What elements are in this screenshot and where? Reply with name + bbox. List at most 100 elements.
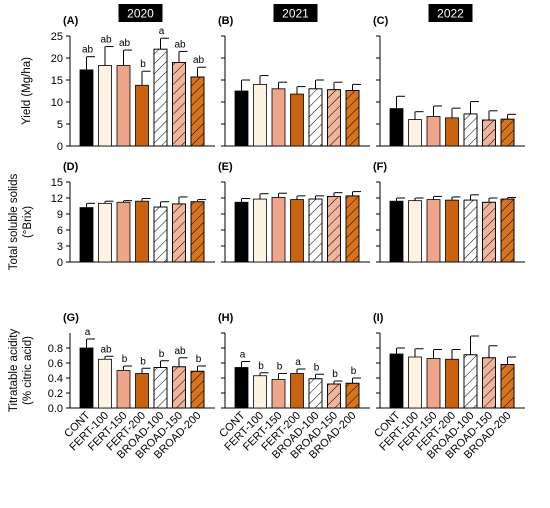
y-axis-title: Yield (Mg/ha) [21,57,33,125]
significance-letter: ab [100,35,112,46]
year-header-label: 2020 [127,7,154,21]
bar-fert-100 [98,202,112,263]
year-header-label: 2021 [282,7,309,21]
y-tick-label: 12 [51,193,63,205]
bar-hatch [482,357,496,409]
bar-hatch [500,118,515,147]
y-tick-label: 25 [51,31,63,43]
y-axis-title: Titratable acidity [8,329,20,413]
bar-cont [389,200,404,263]
y-tick-label: 0.2 [48,388,63,400]
significance-letter: ab [174,39,186,50]
bar-hatch [345,382,360,409]
year-header-box [273,4,318,22]
chart-panel-e: (E) [218,161,370,263]
bar-fert-100 [253,375,267,409]
y-tick-label: 0.8 [48,343,63,355]
bar-fert-200 [290,93,304,147]
significance-letter: b [140,356,146,367]
bar-hatch [500,364,515,409]
y-tick-label: 6 [57,225,63,237]
y-tick-label: 0.6 [48,358,63,370]
significance-letter: b [196,354,202,365]
bar-hatch [308,88,323,147]
chart-panel-d: 0 3 6 9 12 15(D) Total soluble solids (°Brix) [8,161,215,270]
bar-cont [234,90,249,147]
chart-panel-b: (B) [218,15,370,147]
bar-hatch [153,367,168,409]
significance-letter: a [159,26,165,37]
bar-fert-100 [98,65,112,147]
bar-hatch [190,370,205,409]
bar-hatch [345,195,360,263]
bar-cont [79,69,94,147]
bar-hatch [327,195,341,263]
bar-fert-150 [271,88,286,147]
bar-hatch [482,201,496,263]
y-tick-label: 15 [51,177,63,189]
y-tick-label: 0 [57,257,63,269]
panel-label: (D) [63,161,79,173]
x-category-labels: CONTFERT-100FERT-150FERT-200BROAD-100BRO… [62,409,514,461]
bar-fert-200 [290,199,304,263]
bar-hatch [482,119,496,147]
bar-fert-150 [426,116,441,147]
bar-fert-200 [290,373,304,409]
bar-hatch [463,199,478,263]
significance-letter: b [332,369,338,380]
bar-fert-150 [271,197,286,263]
y-tick-label: 20 [51,53,63,65]
bar-cont [234,201,249,263]
y-tick-label: 0 [57,141,63,153]
bar-hatch [463,113,478,147]
panel-label: (F) [373,161,387,173]
bar-hatch [345,90,360,147]
year-headers: 2020 2021 2022 [118,4,473,22]
significance-letter: a [295,357,301,368]
bar-cont [79,347,94,409]
bar-hatch [327,89,341,147]
bar-fert-150 [116,201,131,263]
significance-letter: b [277,362,283,373]
y-axis-title-units: (% citric acid) [22,336,34,405]
bar-cont [234,367,249,409]
bar-fert-200 [135,84,149,147]
bar-hatch [172,366,186,409]
significance-letter: ab [119,38,131,49]
y-tick-label: 5 [57,119,63,131]
bar-fert-200 [445,117,459,147]
bar-cont [389,353,404,409]
year-header-box [118,4,163,22]
bar-hatch [190,201,205,263]
significance-letter: a [85,327,91,338]
significance-letter: ab [100,344,112,355]
bar-fert-100 [253,84,267,147]
y-tick-label: 9 [57,209,63,221]
bar-hatch [190,76,205,147]
significance-letter: b [314,362,320,373]
bar-hatch [463,354,478,409]
chart-panel-i: (I) [373,312,525,409]
significance-letter: b [122,354,128,365]
panel-label: (G) [63,312,79,324]
chart-panel-f: (F) [373,161,525,263]
y-tick-label: 3 [57,241,63,253]
bar-fert-200 [135,373,149,409]
bar-fert-150 [116,65,131,147]
bar-cont [79,207,94,263]
bar-fert-150 [271,379,286,409]
bar-hatch [153,206,168,263]
bar-fert-100 [408,356,422,409]
bar-fert-150 [426,358,441,409]
chart-panel-c: (C) [373,15,525,147]
y-axis-title-units: (°Brix) [22,206,34,238]
bar-hatch [153,48,168,147]
bar-fert-200 [135,200,149,263]
significance-letter: ab [82,45,94,56]
panel-label: (H) [218,312,234,324]
year-header-label: 2022 [437,7,464,21]
bar-hatch [308,198,323,263]
